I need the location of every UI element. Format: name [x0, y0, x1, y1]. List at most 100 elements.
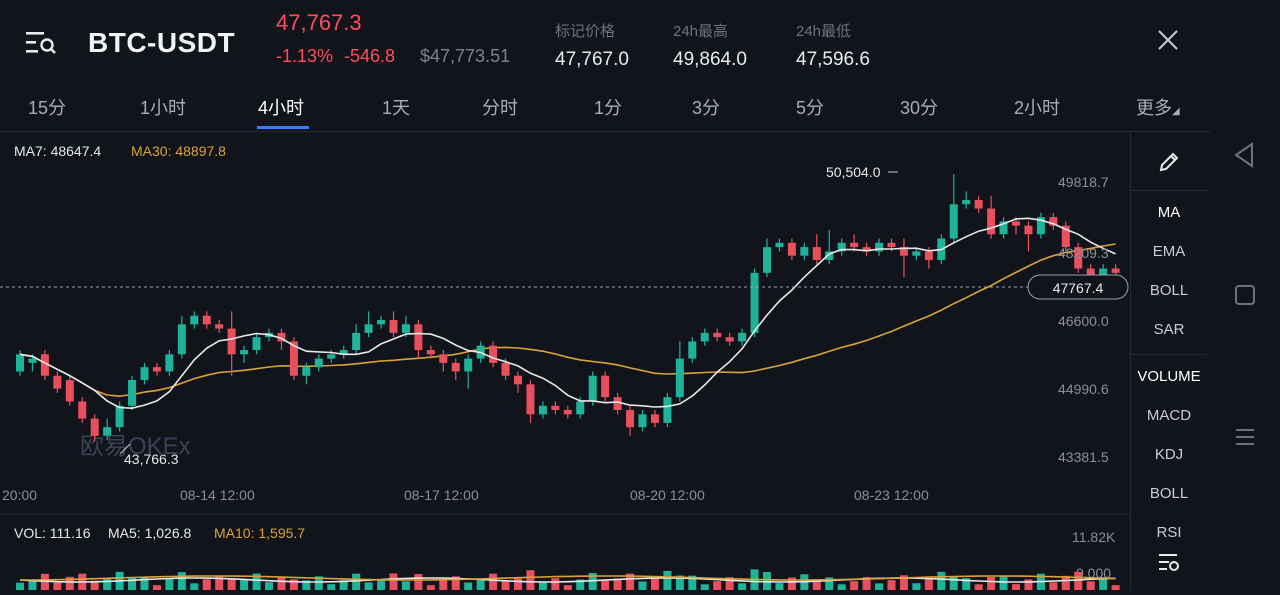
candle-body	[451, 362, 460, 372]
volume-bar	[638, 581, 647, 590]
volume-bar	[501, 581, 510, 590]
candle-body	[426, 350, 435, 355]
tab-1m[interactable]: 1分	[594, 98, 623, 118]
settings-list-icon[interactable]	[1157, 550, 1181, 574]
candle-body	[40, 354, 49, 376]
price-tick: 44990.6	[1058, 381, 1109, 397]
candle-body	[1024, 225, 1033, 235]
candle-body	[576, 401, 585, 415]
volume-bar	[476, 578, 485, 590]
indicator-macd[interactable]: MACD	[1146, 407, 1192, 424]
volume-bar	[974, 584, 983, 590]
home-icon[interactable]	[1234, 284, 1256, 306]
volume-bar	[140, 576, 149, 590]
volume-bar	[1111, 585, 1120, 590]
candle-body	[464, 358, 473, 372]
candle-body	[65, 380, 74, 402]
price-tick: 49818.7	[1058, 174, 1109, 190]
tab-1d[interactable]: 1天	[382, 98, 411, 118]
candle-body	[924, 251, 933, 260]
system-nav-bar	[1212, 132, 1280, 590]
tab-5m[interactable]: 5分	[796, 98, 825, 118]
candle-body	[1061, 225, 1070, 248]
recents-icon[interactable]	[1234, 426, 1256, 448]
volume-bar	[1012, 584, 1020, 590]
pencil-icon[interactable]	[1157, 150, 1181, 174]
candle-body	[16, 354, 24, 372]
candle-body	[713, 332, 722, 338]
menu-search-icon[interactable]	[26, 30, 56, 56]
candle-body	[165, 354, 174, 372]
volume-bar	[937, 571, 946, 590]
volume-bar	[1086, 581, 1095, 590]
volume-bar	[489, 573, 498, 590]
volume-bar	[862, 577, 871, 590]
candle-body	[862, 247, 871, 252]
trading-pair-title[interactable]: BTC-USDT	[88, 27, 236, 58]
volume-bar	[663, 571, 672, 590]
candle-body	[1111, 268, 1120, 273]
chart-svg[interactable]: MA7: 48647.4 MA30: 48897.8 欧易OKEx 47767.…	[0, 132, 1130, 590]
candle-body	[887, 242, 896, 248]
price-tick: 43381.5	[1058, 449, 1109, 465]
tab-more[interactable]: 更多◢	[1136, 94, 1180, 120]
candle-body	[103, 427, 112, 436]
volume-bar	[850, 581, 859, 590]
candle-body	[750, 272, 759, 333]
volume-bar	[787, 577, 796, 590]
indicator-rsi[interactable]: RSI	[1156, 524, 1182, 538]
indicator-boll[interactable]: BOLL	[1149, 282, 1189, 299]
volume-bar	[812, 580, 821, 590]
candle-body	[650, 414, 659, 423]
tab-1h[interactable]: 1小时	[140, 98, 187, 118]
candle-body	[812, 247, 821, 260]
indicator-sar[interactable]: SAR	[1153, 321, 1185, 338]
tab-3m[interactable]: 3分	[692, 98, 721, 118]
candle-body	[439, 354, 448, 363]
volume-bar	[650, 578, 659, 590]
vol-label: VOL: 111.16	[14, 525, 91, 541]
candle-body	[364, 324, 373, 333]
volume-bar	[775, 583, 784, 590]
candle-body	[128, 380, 137, 406]
indicator-ma[interactable]: MA	[1157, 204, 1181, 221]
tab-2h[interactable]: 2小时	[1014, 98, 1061, 118]
indicator-ema[interactable]: EMA	[1152, 243, 1186, 260]
tab-timeline[interactable]: 分时	[482, 98, 518, 118]
volume-bar	[675, 575, 684, 590]
volume-bar	[899, 575, 908, 590]
tab-15m[interactable]: 15分	[28, 98, 67, 118]
candle-body	[899, 247, 908, 256]
candle-body	[987, 208, 996, 235]
stat-24h-low: 24h最低 47,596.6	[796, 20, 870, 71]
kline-chart[interactable]: MA7: 48647.4 MA30: 48897.8 欧易OKEx 47767.…	[0, 132, 1130, 590]
divider	[0, 131, 1210, 132]
ma7-polyline	[19, 217, 1116, 410]
volume-bar	[949, 576, 958, 590]
candle-body	[787, 242, 796, 256]
indicator-kdj[interactable]: KDJ	[1154, 446, 1184, 463]
candle-body	[1036, 217, 1045, 235]
candle-body	[90, 418, 99, 436]
volume-bar	[1049, 582, 1058, 590]
back-icon[interactable]	[1232, 142, 1256, 168]
volume-bar	[215, 576, 224, 590]
watermark: 欧易OKEx	[80, 433, 191, 460]
volume-bar	[526, 570, 535, 590]
candle-body	[227, 328, 236, 355]
tab-4h[interactable]: 4小时	[258, 98, 305, 118]
candle-body	[190, 315, 199, 325]
candle-body	[700, 332, 709, 342]
tab-30m[interactable]: 30分	[900, 98, 939, 118]
candle-body	[140, 367, 149, 381]
indicator-boll-sub[interactable]: BOLL	[1149, 485, 1189, 502]
ma7-line	[19, 217, 1116, 410]
indicator-volume[interactable]: VOLUME	[1137, 368, 1201, 385]
volume-bar	[165, 578, 174, 590]
candle-body	[738, 332, 747, 342]
volume-bar	[576, 579, 585, 590]
close-icon[interactable]	[1156, 28, 1180, 52]
volume-tick: 11.82K	[1072, 529, 1116, 545]
volume-bar	[439, 580, 448, 590]
candle-body	[875, 242, 884, 252]
